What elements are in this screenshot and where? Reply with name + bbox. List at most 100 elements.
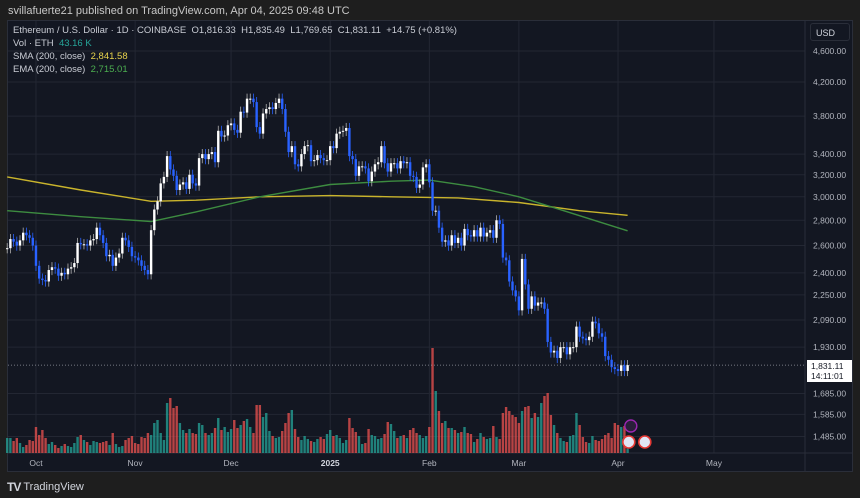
candle-body [572,347,575,349]
candle-body [242,111,246,113]
candle-body [607,356,610,360]
candle-body [137,257,140,261]
candle-body [213,152,217,163]
volume-bar [568,436,572,453]
volume-bar [239,425,242,453]
volume-bar [6,438,9,453]
volume-bar [191,433,194,453]
candle-body [344,128,348,131]
volume-bar [236,428,239,453]
volume-bar [258,405,262,453]
candle-body [41,278,44,281]
volume-bar [210,433,214,453]
volume-bar [476,439,479,453]
symbol-name[interactable]: Ethereum / U.S. Dollar · 1D · COINBASE [13,25,187,36]
volume-legend[interactable]: Vol · ETH 43.16 K [13,38,92,49]
volume-bar [50,442,54,453]
volume-bar [226,432,230,453]
candle-body [261,113,265,134]
sma-legend[interactable]: SMA (200, close) 2,841.58 [13,51,128,62]
ema-legend[interactable]: EMA (200, close) 2,715.01 [13,64,128,75]
candle-body [620,365,623,371]
volume-bar [581,437,585,453]
candle-body [562,347,565,349]
volume-bar [431,348,434,453]
currency-button[interactable]: USD [810,23,850,41]
candle-body [303,146,306,155]
candle-body [415,176,418,188]
bar-countdown: 14:11:01 [811,371,844,381]
candle-body [15,241,18,246]
price-tick-label: 1,930.00 [813,342,846,352]
volume-bar [376,439,380,453]
candle-body [604,336,607,357]
candle-body [546,308,549,342]
volume-bar [213,428,217,453]
candle-body [79,242,82,245]
volume-bar [316,439,319,453]
ema-value: 2,715.01 [90,64,128,75]
candle-body [197,158,201,186]
candle-body [514,290,517,297]
candle-body [143,265,146,271]
volume-bar [271,436,274,453]
candle-body [517,296,521,311]
candle-body [623,365,626,371]
candle-body [511,281,514,291]
volume-bar [591,436,594,453]
volume-bar [552,425,556,453]
candle-body [444,240,447,242]
volume-bar [399,436,402,453]
time-tick-label: Feb [422,458,437,468]
candle-body [533,296,537,306]
volume-bar [357,436,361,453]
volume-bar [524,407,527,453]
candle-body [364,166,367,169]
volume-bar [188,429,191,453]
candle-body [252,98,255,103]
candle-body [386,163,389,172]
volume-bar [536,417,540,453]
candle-body [31,237,34,246]
volume-bar [322,439,326,453]
ohlc-open: O1,816.33 [191,25,236,36]
candle-body [472,230,476,237]
volume-bar [514,417,517,453]
price-tick-label: 2,090.00 [813,315,846,325]
volume-bar [297,437,300,453]
candle-body [9,239,12,249]
candle-body [130,246,134,257]
candle-body [424,164,428,168]
ema-200-line [7,179,628,232]
candle-body [297,164,300,167]
candle-body [447,240,450,246]
candle-body [82,244,86,246]
candle-body [255,102,258,128]
volume-bar [360,444,364,453]
candle-body [191,174,194,184]
candle-body [543,302,546,309]
volume-bar [501,413,505,453]
time-tick-label: May [706,458,723,468]
volume-bar [466,433,469,453]
candle-body [277,98,281,103]
candle-body [28,235,31,238]
volume-bar [444,421,447,453]
volume-bar [597,441,601,453]
volume-bar [504,407,508,453]
candle-body [217,130,220,163]
volume-bar [95,442,98,453]
candle-body [559,347,562,358]
volume-bar [12,441,15,453]
symbol-legend: Ethereum / U.S. Dollar · 1D · COINBASE O… [13,25,457,36]
candle-body [181,182,185,185]
brand-name[interactable]: TradingView [23,481,84,493]
candle-body [175,175,178,191]
candle-body [613,367,617,370]
candle-body [207,154,210,160]
candle-body [92,239,95,241]
candle-body [584,338,588,341]
candle-body [581,336,585,339]
candle-body [373,164,377,172]
